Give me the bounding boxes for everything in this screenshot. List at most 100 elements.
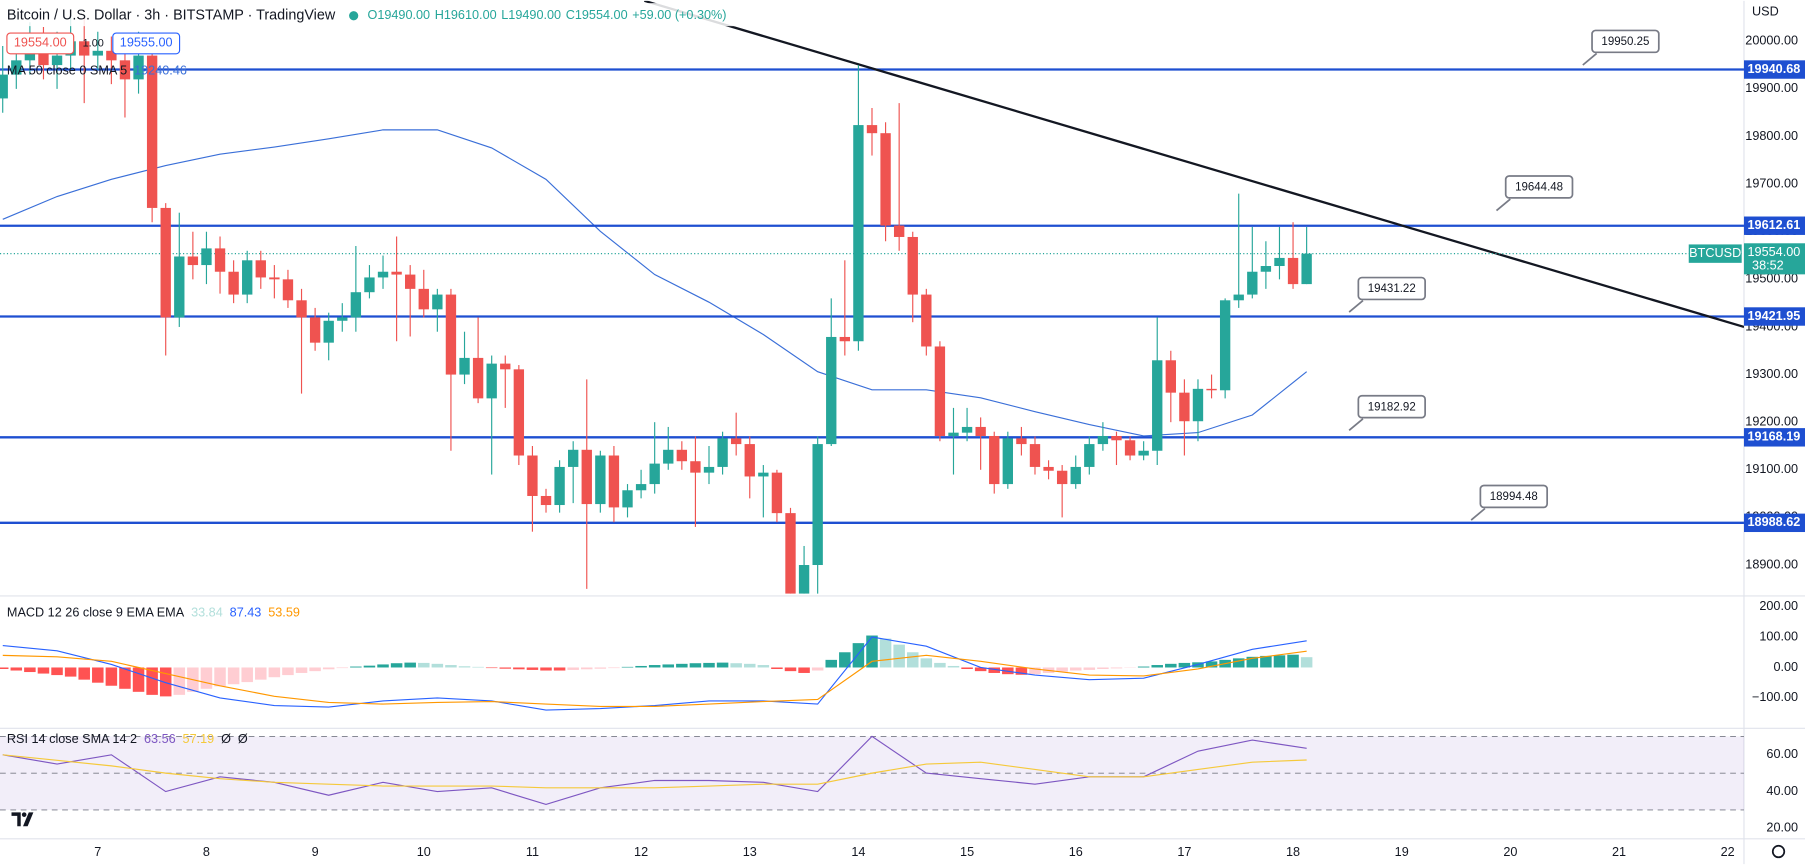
macd-histogram-bar: [757, 665, 770, 668]
candle-body: [690, 461, 701, 473]
candle-body: [1165, 360, 1176, 393]
macd-histogram-bar: [771, 667, 783, 670]
macd-histogram-bar: [105, 667, 118, 686]
macd-histogram-bar: [458, 666, 471, 668]
candle-body: [1124, 440, 1136, 456]
macd-histogram-bar: [78, 667, 90, 680]
last-price-label: 19554.00: [1748, 245, 1801, 259]
candle-body: [51, 55, 63, 66]
ohlc-legend: O19490.00: [367, 8, 430, 22]
macd-histogram-bar: [1083, 667, 1096, 670]
macd-histogram-bar: [798, 667, 810, 673]
macd-histogram-bar: [961, 667, 973, 670]
settings-icon[interactable]: [1771, 844, 1786, 859]
macd-histogram-bar: [1205, 661, 1218, 668]
macd-histogram-bar: [703, 662, 715, 668]
y-tick-label: 40.00: [1766, 784, 1798, 798]
macd-histogram-bar: [363, 665, 376, 668]
ohlc-legend: L19490.00: [501, 8, 561, 22]
candle-body: [174, 256, 185, 318]
legend-bg: [0, 3, 783, 27]
macd-histogram-bar: [1097, 667, 1109, 670]
callout-box: [1357, 394, 1426, 419]
candle-body: [730, 438, 742, 445]
macd-histogram-bar: [825, 659, 838, 668]
candle-body: [282, 279, 294, 301]
callout-pointer: [1348, 299, 1364, 313]
macd-histogram-bar: [621, 666, 634, 668]
level-axis-badge: [1743, 307, 1805, 326]
macd-histogram-bar: [132, 667, 145, 692]
candle-body: [1029, 444, 1041, 467]
candle-body: [812, 444, 823, 566]
candle-body: [568, 449, 579, 467]
macd-histogram-bar: [445, 665, 457, 668]
macd-histogram-bar: [1029, 667, 1041, 675]
macd-histogram-bar: [784, 667, 797, 672]
rsi-line: [2, 754, 1307, 789]
macd-histogram-bar: [390, 663, 403, 668]
candle-body: [663, 449, 674, 464]
macd-histogram-bar: [676, 663, 688, 668]
macd-histogram-bar: [200, 667, 213, 689]
macd-histogram-bar: [322, 667, 335, 670]
macd-histogram-bar: [295, 667, 308, 673]
ohlc-legend: C19554.00: [566, 8, 628, 22]
callout-pointer: [1582, 52, 1598, 66]
macd-histogram-bar: [1110, 667, 1123, 669]
quote-box: [6, 32, 75, 55]
x-tick-label: 15: [960, 845, 974, 859]
candle-body: [1152, 360, 1163, 451]
macd-histogram-bar: [1178, 662, 1191, 668]
macd-plot: [0, 635, 1313, 711]
level-axis-label: 19612.61: [1748, 218, 1801, 232]
macd-histogram-bar: [567, 667, 579, 670]
x-tick-label: 11: [526, 845, 539, 859]
y-tick-label: 19500.00: [1745, 272, 1798, 286]
candle-body: [771, 472, 783, 514]
candle-body: [133, 55, 144, 80]
macd-histogram-bar: [227, 667, 240, 685]
macd-histogram-bar: [255, 667, 267, 680]
tv-logo: [11, 812, 34, 827]
candle-body: [581, 449, 592, 505]
candle-body: [1219, 300, 1231, 391]
level-axis-label: 19940.68: [1748, 62, 1801, 76]
macd-histogram-bar: [716, 662, 729, 668]
rsi-legend-extra: Ø: [221, 732, 231, 746]
candle-body: [649, 463, 660, 485]
x-tick-label: 8: [203, 845, 210, 859]
x-tick-label: 18: [1286, 845, 1300, 859]
macd-line: [2, 636, 1307, 711]
candle-body: [350, 292, 362, 318]
candle-body: [921, 294, 932, 347]
candle-body: [1233, 294, 1244, 301]
callout-box: [1479, 484, 1549, 509]
candle-body: [676, 449, 688, 462]
candle-body: [92, 50, 103, 56]
macd-histogram-bar: [974, 667, 987, 672]
macd-histogram-bar: [540, 667, 552, 671]
ohlc-legend: +59.00 (+0.30%): [632, 8, 726, 22]
trendline: [644, 0, 1744, 329]
macd-histogram-bar: [594, 667, 607, 669]
candle-body: [527, 455, 538, 496]
macd-histogram-bar: [431, 663, 444, 668]
y-tick-label: 19200.00: [1745, 415, 1798, 429]
candle-body: [1247, 271, 1258, 295]
x-tick-label: 12: [634, 845, 648, 859]
candle-body: [38, 46, 49, 66]
callout-label: 19431.22: [1368, 283, 1416, 295]
candle-body: [703, 466, 715, 473]
symbol-badge: [1688, 244, 1742, 263]
candle-body: [1111, 435, 1122, 441]
candle-body: [106, 50, 117, 61]
candle-body: [934, 346, 946, 436]
y-tick-label: 19700.00: [1745, 176, 1798, 190]
quote-label: 1.00: [83, 37, 104, 49]
macd-histogram-bar: [839, 652, 851, 668]
candle-body: [445, 294, 457, 375]
candle-body: [1097, 435, 1109, 445]
candle-body: [798, 565, 810, 594]
macd-histogram-bar: [336, 667, 349, 669]
